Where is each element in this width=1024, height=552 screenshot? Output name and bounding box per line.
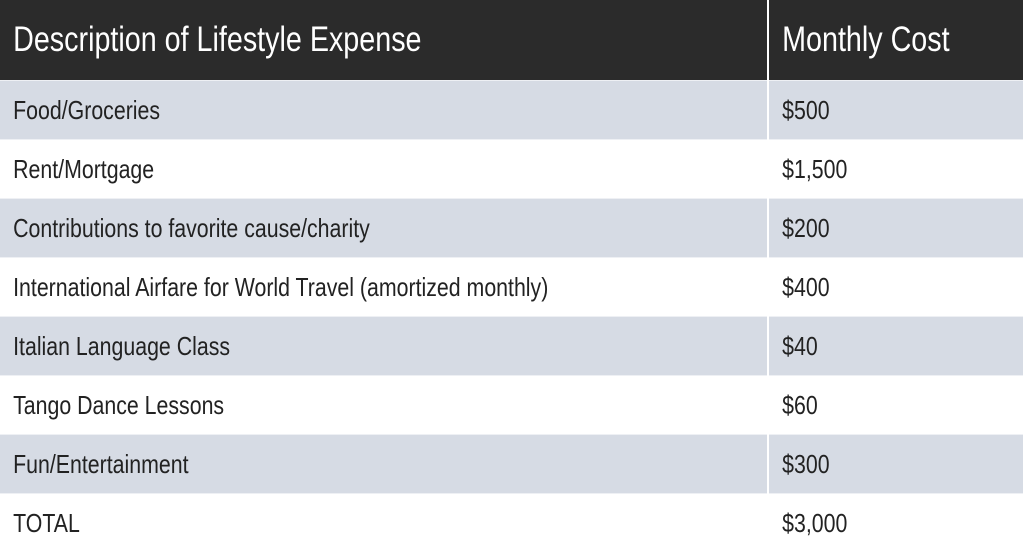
table-cell: Italian Language Class: [0, 317, 768, 376]
table-cell: $3,000: [768, 494, 1024, 552]
table-cell: $40: [768, 317, 1024, 376]
expense-description: Rent/Mortgage: [0, 154, 154, 185]
monthly-cost: $400: [769, 272, 830, 303]
table-row: International Airfare for World Travel (…: [0, 258, 1024, 317]
table-cell: Tango Dance Lessons: [0, 376, 768, 435]
expense-description: Fun/Entertainment: [0, 449, 189, 480]
expense-description: Contributions to favorite cause/charity: [0, 213, 370, 244]
expense-description: International Airfare for World Travel (…: [0, 272, 548, 303]
table-cell: $200: [768, 199, 1024, 258]
monthly-cost: $60: [769, 390, 818, 421]
table-row: Contributions to favorite cause/charity $…: [0, 199, 1024, 258]
monthly-cost: $40: [769, 331, 818, 362]
expense-description: Italian Language Class: [0, 331, 230, 362]
table-row: Food/Groceries $500: [0, 81, 1024, 140]
table-cell: International Airfare for World Travel (…: [0, 258, 768, 317]
monthly-cost: $3,000: [769, 508, 847, 539]
table-cell: $1,500: [768, 140, 1024, 199]
expense-description: Food/Groceries: [0, 95, 160, 126]
header-cell: Monthly Cost: [768, 0, 1024, 81]
table-row: Tango Dance Lessons $60: [0, 376, 1024, 435]
expense-description: Tango Dance Lessons: [0, 390, 224, 421]
table-cell: $300: [768, 435, 1024, 494]
table-row: Fun/Entertainment $300: [0, 435, 1024, 494]
table-cell: TOTAL: [0, 494, 768, 552]
expense-description: TOTAL: [0, 508, 80, 539]
monthly-cost: $300: [769, 449, 830, 480]
monthly-cost: $1,500: [769, 154, 847, 185]
header-text: Description of Lifestyle Expense: [0, 20, 422, 60]
table-body: Food/Groceries $500 Rent/Mortgage $1,500 Con…: [0, 81, 1024, 552]
monthly-cost: $200: [769, 213, 830, 244]
table-row: Italian Language Class $40: [0, 317, 1024, 376]
monthly-cost: $500: [769, 95, 830, 126]
table-cell: Rent/Mortgage: [0, 140, 768, 199]
table-row: TOTAL $3,000: [0, 494, 1024, 552]
table-row: Rent/Mortgage $1,500: [0, 140, 1024, 199]
table-cell: $500: [768, 81, 1024, 140]
header-text: Monthly Cost: [769, 20, 950, 60]
header-row: Description of Lifestyle Expense Monthly…: [0, 0, 1024, 81]
table-cell: Fun/Entertainment: [0, 435, 768, 494]
table-cell: $400: [768, 258, 1024, 317]
header-cell: Description of Lifestyle Expense: [0, 0, 768, 81]
table-cell: $60: [768, 376, 1024, 435]
table-cell: Food/Groceries: [0, 81, 768, 140]
table-cell: Contributions to favorite cause/charity: [0, 199, 768, 258]
